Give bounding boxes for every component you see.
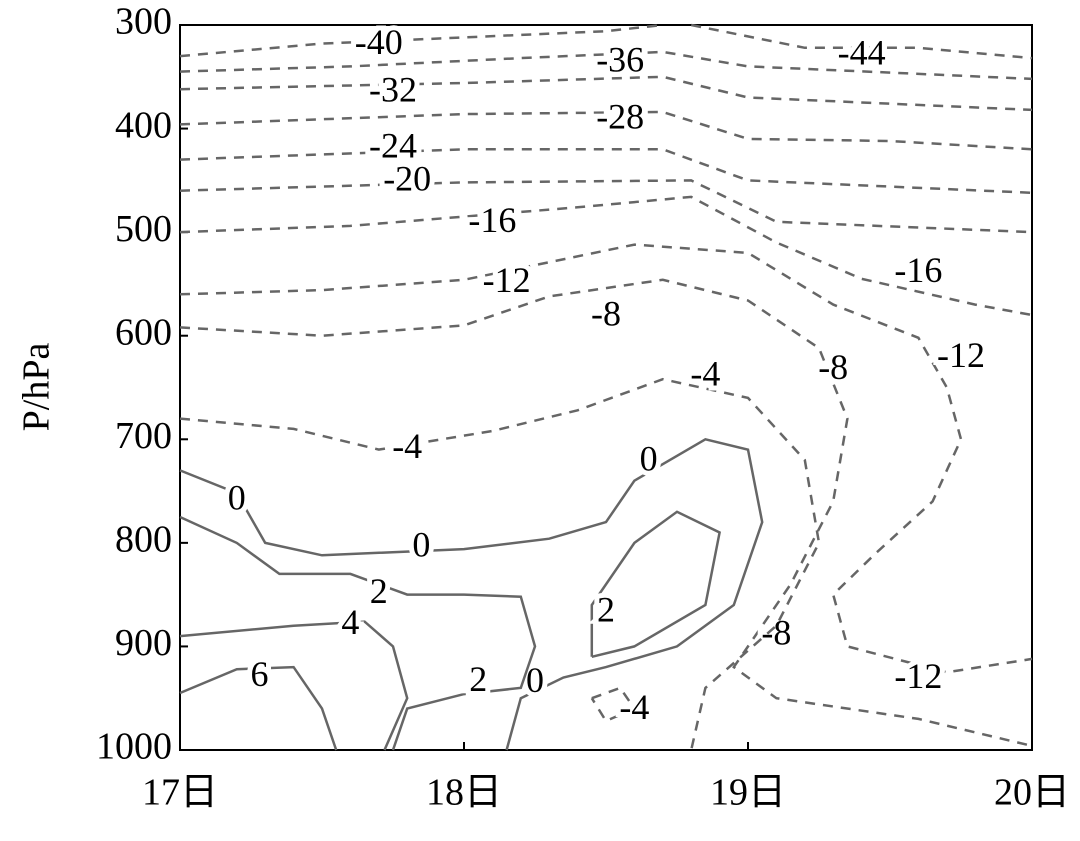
contour-line	[179, 620, 409, 751]
contour-label: 6	[251, 654, 269, 694]
y-tick-label: 400	[115, 104, 172, 146]
contour-label: -8	[761, 612, 791, 652]
contour-line	[179, 110, 1033, 151]
contour-label: -8	[818, 347, 848, 387]
contour-label: -44	[838, 32, 886, 72]
contour-line	[690, 23, 1033, 60]
contour-label: -40	[355, 22, 403, 62]
y-tick-label: 1000	[96, 726, 172, 768]
contour-line	[179, 243, 1033, 674]
contour-label: 2	[469, 659, 487, 699]
contour-label: -4	[690, 353, 720, 393]
contour-line	[179, 179, 1033, 234]
y-tick-label: 700	[115, 415, 172, 457]
plot-frame	[179, 24, 1033, 751]
y-axis-label: P/hPa	[16, 343, 58, 432]
y-tick-label: 800	[115, 519, 172, 561]
contour-line	[179, 377, 821, 751]
contour-line	[590, 686, 637, 723]
y-tick-label: 500	[115, 208, 172, 250]
contour-label: -32	[369, 70, 417, 110]
y-tick-label: 900	[115, 622, 172, 664]
contour-label: -8	[591, 293, 621, 333]
x-tick-label: 20日	[994, 772, 1070, 814]
contour-label: 0	[412, 524, 430, 564]
contour-line	[179, 23, 663, 58]
contour-label: -4	[392, 426, 422, 466]
contour-label: -28	[596, 97, 644, 137]
contour-line	[179, 75, 1033, 112]
contour-line	[179, 665, 338, 751]
y-tick-label: 600	[115, 311, 172, 353]
contour-label: -16	[894, 250, 942, 290]
contour-line	[179, 515, 537, 751]
contour-label: -12	[937, 335, 985, 375]
contour-label: 0	[640, 438, 658, 478]
contour-label: -16	[468, 200, 516, 240]
x-tick-label: 17日	[142, 772, 218, 814]
contour-label: -20	[383, 159, 431, 199]
contour-label: 0	[228, 478, 246, 518]
contour-label: 2	[370, 571, 388, 611]
contour-line	[179, 50, 1033, 81]
contour-label: 4	[341, 602, 359, 642]
contour-label: -36	[596, 40, 644, 80]
contour-label: -12	[483, 260, 531, 300]
contour-line	[179, 195, 1033, 317]
x-tick-label: 19日	[710, 772, 786, 814]
contour-label: -4	[619, 687, 649, 727]
contour-label: -12	[894, 656, 942, 696]
contour-label: 2	[597, 590, 615, 630]
contour-line	[179, 437, 764, 751]
contour-line	[179, 148, 1033, 195]
y-tick-label: 300	[115, 1, 172, 43]
contour-label: -24	[369, 126, 417, 166]
x-tick-label: 18日	[426, 772, 502, 814]
contour-line	[590, 510, 722, 659]
